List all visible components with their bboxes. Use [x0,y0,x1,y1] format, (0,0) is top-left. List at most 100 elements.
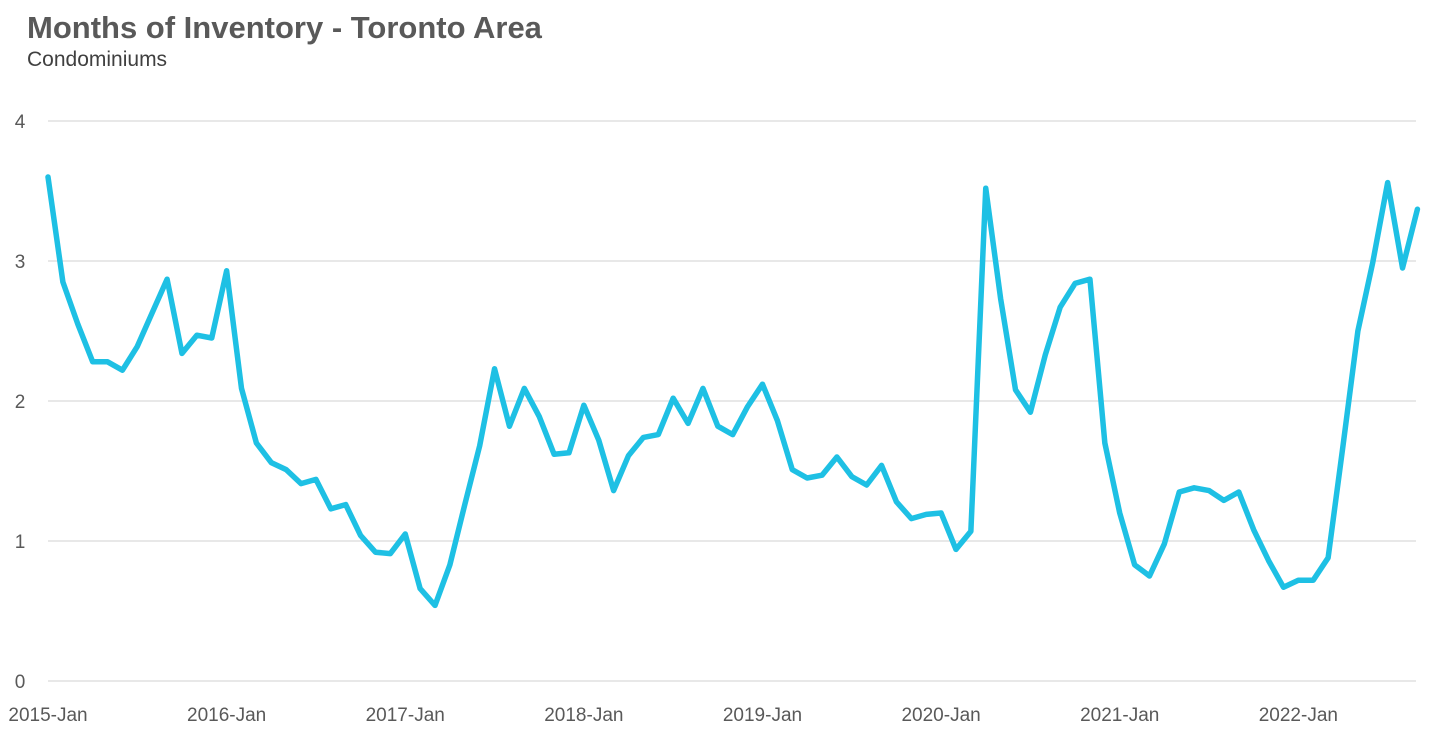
series-group [45,174,1421,609]
data-point [686,421,691,426]
data-point [1251,527,1256,532]
data-point [775,418,780,423]
data-point [1013,387,1018,392]
data-point [150,310,155,315]
data-point [790,467,795,472]
data-point [284,467,289,472]
data-point [75,322,80,327]
series-line [45,174,1421,609]
data-point [909,516,914,521]
y-tick-label: 2 [15,392,26,413]
data-point [820,473,825,478]
y-tick-label: 4 [15,112,26,133]
chart-title: Months of Inventory - Toronto Area [27,10,542,45]
data-point [537,414,542,419]
data-point [596,438,601,443]
data-point [1236,490,1241,495]
data-point [1028,410,1033,415]
data-point [849,474,854,479]
data-point [700,386,705,391]
data-point [507,424,512,429]
data-point [477,443,482,448]
data-point [953,547,958,552]
data-point [864,483,869,488]
data-point [462,502,467,507]
data-point [194,333,199,338]
y-tick-label: 1 [15,532,26,553]
data-point [46,175,51,180]
x-tick-label: 2020-Jan [901,705,980,726]
x-tick-label: 2017-Jan [366,705,445,726]
y-tick-label: 3 [15,252,26,273]
x-tick-label: 2022-Jan [1259,705,1338,726]
data-point [805,476,810,481]
data-point [165,277,170,282]
data-point [1073,281,1078,286]
data-point [1147,574,1152,579]
data-point [1415,207,1420,212]
data-point [611,488,616,493]
data-point [998,296,1003,301]
data-point [1326,555,1331,560]
data-point [1355,329,1360,334]
data-point [1177,490,1182,495]
data-point [1043,352,1048,357]
data-point [1400,266,1405,271]
data-point [433,603,438,608]
data-point [894,499,899,504]
data-point [373,550,378,555]
data-point [418,586,423,591]
data-point [626,453,631,458]
data-point [745,404,750,409]
data-point [343,502,348,507]
data-point [641,435,646,440]
data-point [60,280,65,285]
data-point [1132,562,1137,567]
data-point [834,455,839,460]
data-point [1102,441,1107,446]
data-point [730,432,735,437]
data-point [522,386,527,391]
data-point [209,336,214,341]
x-tick-label: 2021-Jan [1080,705,1159,726]
data-point [492,366,497,371]
y-axis-ticks: 0 1 2 3 4 [15,112,26,693]
data-point [968,529,973,534]
x-tick-label: 2015-Jan [8,705,87,726]
y-tick-label: 0 [15,672,26,693]
data-point [1340,443,1345,448]
data-point [983,186,988,191]
data-point [671,396,676,401]
data-point [1192,485,1197,490]
data-point [715,424,720,429]
x-tick-label: 2018-Jan [544,705,623,726]
data-point [239,386,244,391]
data-point [581,403,586,408]
x-tick-label: 2016-Jan [187,705,266,726]
data-point [1087,277,1092,282]
data-point [939,511,944,516]
data-point [447,562,452,567]
data-point [105,359,110,364]
data-point [1058,305,1063,310]
data-point [299,481,304,486]
data-point [328,506,333,511]
data-point [760,382,765,387]
data-point [254,441,259,446]
data-point [656,432,661,437]
data-point [1311,578,1316,583]
x-axis-ticks: 2015-Jan 2016-Jan 2017-Jan 2018-Jan 2019-Jan… [8,705,1338,726]
data-point [120,368,125,373]
data-point [90,359,95,364]
data-point [269,460,274,465]
data-point [1296,578,1301,583]
data-point [552,452,557,457]
data-point [403,532,408,537]
gridlines [48,120,1416,682]
data-point [566,450,571,455]
data-point [179,351,184,356]
data-point [135,344,140,349]
data-point [1385,180,1390,185]
data-point [924,512,929,517]
